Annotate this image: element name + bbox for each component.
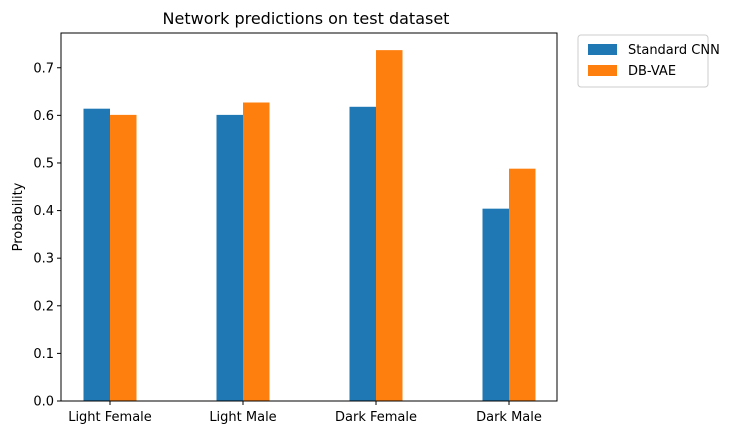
y-tick-label: 0.0 — [33, 395, 54, 410]
y-tick-label: 0.1 — [33, 347, 54, 362]
bar-db-vae-3 — [509, 168, 536, 401]
bar-standard-cnn-3 — [482, 208, 509, 401]
chart-title: Network predictions on test dataset — [163, 9, 450, 28]
y-axis-label: Probability — [11, 182, 26, 251]
legend-label: Standard CNN — [628, 43, 720, 58]
x-tick-label: Dark Female — [335, 410, 417, 425]
bar-db-vae-2 — [376, 50, 403, 401]
bar-standard-cnn-2 — [349, 106, 376, 401]
bar-db-vae-1 — [243, 102, 270, 401]
axes-frame — [60, 32, 558, 402]
bar-db-vae-0 — [110, 114, 137, 401]
bar-standard-cnn-0 — [83, 108, 110, 401]
y-tick-label: 0.3 — [33, 252, 54, 267]
legend-label: DB-VAE — [628, 64, 676, 79]
y-tick-label: 0.4 — [33, 204, 54, 219]
x-tick-label: Light Female — [68, 410, 152, 425]
y-tick-label: 0.6 — [33, 109, 54, 124]
plot-area: 0.0 0.1 0.2 0.3 0.4 0.5 0.6 0.7 Light Female Ligh… — [33, 50, 542, 425]
legend: Standard CNN DB-VAE — [577, 34, 720, 88]
y-tick-label: 0.2 — [33, 299, 54, 314]
x-tick-label: Light Male — [209, 410, 276, 425]
legend-swatch — [588, 44, 617, 55]
x-tick-label: Dark Male — [476, 410, 542, 425]
bar-standard-cnn-1 — [216, 114, 243, 401]
legend-swatch — [588, 65, 617, 76]
y-tick-label: 0.7 — [33, 61, 54, 76]
y-tick-label: 0.5 — [33, 156, 54, 171]
